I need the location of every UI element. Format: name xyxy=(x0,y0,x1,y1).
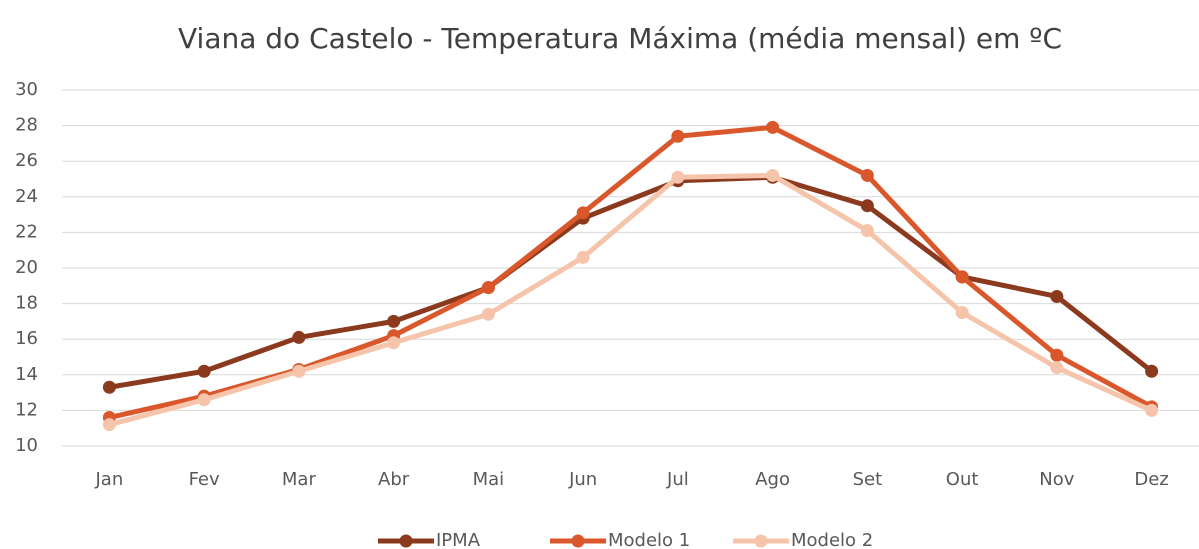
series-line xyxy=(108,124,1153,420)
y-tick-label: 28 xyxy=(15,115,38,136)
data-point xyxy=(1050,289,1064,303)
data-point xyxy=(387,314,401,328)
data-point xyxy=(102,380,116,394)
data-point xyxy=(1050,361,1064,375)
legend-label: Modelo 2 xyxy=(791,530,873,549)
data-point xyxy=(102,418,116,432)
data-point xyxy=(387,336,401,350)
data-point xyxy=(860,199,874,213)
data-point xyxy=(955,306,969,319)
x-tick-label: Jun xyxy=(568,469,597,490)
chart-title: Viana do Castelo - Temperatura Máxima (m… xyxy=(178,22,1062,55)
series-line xyxy=(108,172,1153,428)
data-point xyxy=(955,270,969,284)
y-tick-label: 24 xyxy=(15,186,38,207)
data-point xyxy=(292,330,306,344)
y-tick-label: 10 xyxy=(15,435,38,456)
data-point xyxy=(481,281,495,295)
data-point xyxy=(1145,403,1159,417)
data-point xyxy=(860,224,874,238)
data-point xyxy=(766,168,780,182)
data-point xyxy=(1050,348,1064,362)
x-tick-label: Mai xyxy=(473,469,505,490)
data-point xyxy=(576,250,590,264)
y-tick-label: 22 xyxy=(15,221,38,242)
x-tick-label: Out xyxy=(946,469,979,490)
data-point xyxy=(197,393,211,407)
y-tick-label: 12 xyxy=(15,399,38,420)
y-tick-label: 14 xyxy=(15,364,38,385)
data-point xyxy=(671,129,685,143)
data-point xyxy=(1145,364,1159,378)
data-point xyxy=(481,307,495,321)
x-tick-label: Set xyxy=(853,469,883,490)
data-point xyxy=(766,120,780,134)
data-point xyxy=(576,206,590,220)
x-tick-label: Abr xyxy=(378,469,410,490)
legend-marker xyxy=(754,534,768,548)
data-point xyxy=(292,364,306,378)
legend-label: IPMA xyxy=(436,530,481,549)
series-line xyxy=(108,174,1154,390)
y-tick-label: 16 xyxy=(15,328,38,349)
x-tick-label: Dez xyxy=(1134,469,1168,490)
legend-label: Modelo 1 xyxy=(608,530,690,549)
data-point xyxy=(197,364,211,378)
y-tick-label: 26 xyxy=(15,150,38,171)
data-point xyxy=(860,168,874,182)
y-tick-label: 18 xyxy=(15,293,38,314)
y-tick-label: 30 xyxy=(15,79,38,100)
x-tick-label: Jan xyxy=(95,469,124,490)
legend-marker xyxy=(399,534,413,548)
y-tick-label: 20 xyxy=(15,257,38,278)
x-tick-label: Nov xyxy=(1039,469,1074,490)
x-tick-label: Mar xyxy=(282,469,317,490)
legend-marker xyxy=(571,534,585,548)
x-tick-label: Jul xyxy=(666,469,689,490)
x-tick-label: Ago xyxy=(755,469,790,490)
x-tick-label: Fev xyxy=(189,469,220,490)
data-point xyxy=(671,170,685,184)
